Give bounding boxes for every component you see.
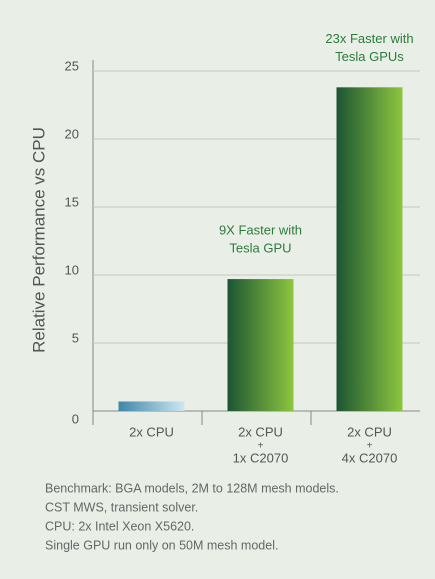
annotation: 23x Faster with	[325, 31, 413, 46]
x-tick-label: +	[367, 441, 373, 452]
y-axis-label: Relative Performance vs CPU	[29, 127, 48, 353]
bar	[118, 401, 185, 411]
y-tick-label: 5	[72, 330, 79, 345]
bar	[227, 279, 294, 411]
y-tick-label: 25	[65, 58, 79, 73]
y-tick-label: 15	[65, 194, 79, 209]
y-tick-label: 0	[72, 411, 79, 426]
footnote: CPU: 2x Intel Xeon X5620.	[45, 519, 194, 533]
bar	[336, 87, 403, 411]
x-tick-label: 2x CPU	[129, 424, 174, 439]
annotation: 9X Faster with	[219, 223, 302, 238]
annotation: Tesla GPU	[229, 241, 291, 256]
x-tick-label: 2x CPU	[238, 424, 283, 439]
y-tick-label: 10	[65, 262, 79, 277]
footnote: Benchmark: BGA models, 2M to 128M mesh m…	[45, 481, 339, 495]
annotation: Tesla GPUs	[335, 49, 404, 64]
footnote: Single GPU run only on 50M mesh model.	[45, 538, 278, 552]
x-tick-label: 4x C2070	[342, 450, 398, 465]
footnote: CST MWS, transient solver.	[45, 500, 198, 514]
y-tick-label: 20	[65, 126, 79, 141]
x-tick-label: +	[258, 441, 264, 452]
x-tick-label: 2x CPU	[347, 424, 392, 439]
x-tick-label: 1x C2070	[233, 450, 289, 465]
